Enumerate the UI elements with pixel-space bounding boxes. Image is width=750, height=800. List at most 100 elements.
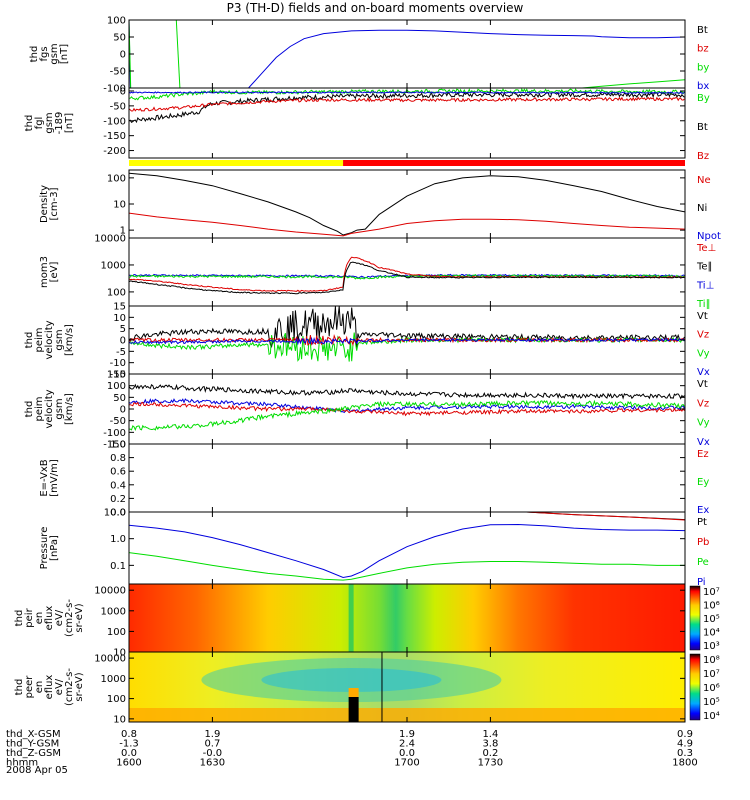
panel-frame [128, 169, 686, 239]
y-axis-label: eflux [44, 606, 55, 631]
spectrogram-gap [348, 697, 359, 722]
panel-frame [128, 443, 686, 513]
y-tick-label: 10 [113, 200, 126, 211]
legend-entry: bz [697, 44, 709, 55]
ephemeris-value: 1.4 [482, 729, 498, 740]
y-tick-label: 1000 [101, 260, 126, 271]
y-tick-label: 1000 [101, 674, 126, 685]
y-tick-label: -10 [110, 358, 126, 369]
y-axis-label: fgl [34, 117, 45, 130]
colorbar-label: 10³ [703, 641, 720, 652]
panel-frame [128, 511, 686, 585]
y-tick-label: 100 [107, 287, 126, 298]
y-axis-label: gsm [54, 329, 65, 350]
y-tick-label: 100 [107, 173, 126, 184]
y-tick-label: 0.0 [110, 508, 126, 519]
legend-entry: Bt [697, 122, 708, 133]
legend-entry: Bz [697, 151, 709, 162]
y-tick-label: 10000 [94, 586, 126, 597]
y-tick-label: 100 [107, 694, 126, 705]
y-tick-label: 100 [107, 16, 126, 27]
legend-entry: by [697, 62, 709, 73]
y-axis-label: eV/ [54, 678, 65, 695]
y-tick-label: 5 [120, 324, 126, 335]
y-axis-label: Pressure [39, 527, 50, 570]
y-tick-label: 10000 [94, 234, 126, 245]
y-axis-label: thd [14, 679, 25, 696]
legend-entry: bx [697, 81, 709, 92]
spectrogram-gap-top [348, 688, 359, 697]
y-axis-label: velocity [44, 389, 55, 428]
colorbar-label: 10⁸ [703, 655, 720, 666]
legend-entry: Ne [697, 175, 711, 186]
y-axis-label: E=-VxB [39, 459, 50, 496]
series-black-density [129, 172, 685, 236]
y-tick-label: -50 [110, 67, 126, 78]
y-axis-label: en [34, 681, 45, 694]
series-red-temperature [129, 256, 685, 292]
y-tick-label: 0.8 [110, 453, 126, 464]
colorbar-label: 10⁴ [703, 628, 720, 639]
y-axis-label: eV/ [54, 609, 65, 626]
y-tick-label: 1.0 [110, 534, 126, 545]
ephemeris-value: 0.8 [121, 729, 137, 740]
series-black-fgl [129, 91, 685, 124]
y-tick-label: 1.0 [110, 440, 126, 451]
y-axis-label: [km/s] [64, 393, 75, 425]
legend-entry: Ti⊥ [696, 280, 714, 291]
y-tick-label: 0 [120, 336, 126, 347]
y-tick-label: 0.1 [110, 561, 126, 572]
date-label: 2008 Apr 05 [6, 765, 68, 776]
y-tick-label: 100 [107, 627, 126, 638]
y-axis-label: [km/s] [64, 324, 75, 356]
y-tick-label: 10 [113, 313, 126, 324]
y-tick-label: 50 [113, 393, 126, 404]
y-tick-label: 0 [120, 86, 126, 97]
colorbar-label: 10⁴ [703, 711, 720, 722]
series-green-velocity_e [129, 332, 685, 362]
y-tick-label: -5 [116, 347, 126, 358]
ephemeris-row-label: thd_Y-GSM [6, 739, 59, 750]
legend-entry: Npot [697, 231, 721, 242]
y-tick-label: 10 [113, 714, 126, 725]
legend-entry: Ni [697, 203, 707, 214]
ephemeris-value: 1600 [116, 758, 141, 769]
legend-entry: Vx [697, 437, 710, 448]
y-axis-label: [cm-3] [49, 187, 60, 220]
ephemeris-value: 1800 [672, 758, 697, 769]
y-axis-label: thd [24, 115, 35, 132]
y-axis-label: gsm [49, 43, 60, 64]
colorbar [689, 653, 701, 721]
y-axis-label: peir [24, 607, 35, 627]
colorbar-label: 10⁵ [703, 614, 720, 625]
series-black-temperature [129, 261, 685, 295]
ephemeris-value: -1.3 [119, 739, 139, 750]
series-green-fgs [582, 79, 685, 88]
series-blue-velocity_e [129, 336, 685, 346]
legend-entry: Vt [697, 311, 708, 322]
y-tick-label: -15 [110, 370, 126, 381]
legend-entry: Vy [697, 348, 710, 359]
ephemeris-value: 1.9 [399, 729, 415, 740]
title: P3 (TH-D) fields and on-board moments ov… [226, 1, 524, 15]
y-axis-label: mom3 [39, 256, 50, 288]
series-blue-fgs [248, 29, 685, 88]
legend-entry: Vx [697, 367, 710, 378]
legend-entry: Vz [697, 398, 709, 409]
colorbar-label: 10⁷ [703, 587, 720, 598]
y-axis-label: peer [24, 675, 35, 699]
colorbar-label: 10⁷ [703, 669, 720, 680]
y-axis-label: sr-eV) [74, 672, 85, 701]
mode-bar-slow [129, 160, 344, 166]
y-tick-label: -100 [103, 428, 126, 439]
ephemeris-row-label: thd_X-GSM [6, 729, 61, 740]
y-tick-label: -100 [103, 116, 126, 127]
mode-bar-fast [343, 160, 685, 166]
ephemeris-value: 0.9 [677, 729, 693, 740]
y-tick-label: 0.4 [110, 480, 126, 491]
y-tick-label: -150 [103, 440, 126, 451]
series-red-velocity_i [129, 401, 685, 417]
y-axis-label: thd [14, 610, 25, 627]
series-red-fgl [129, 96, 685, 112]
y-axis-label: peim [34, 396, 45, 421]
